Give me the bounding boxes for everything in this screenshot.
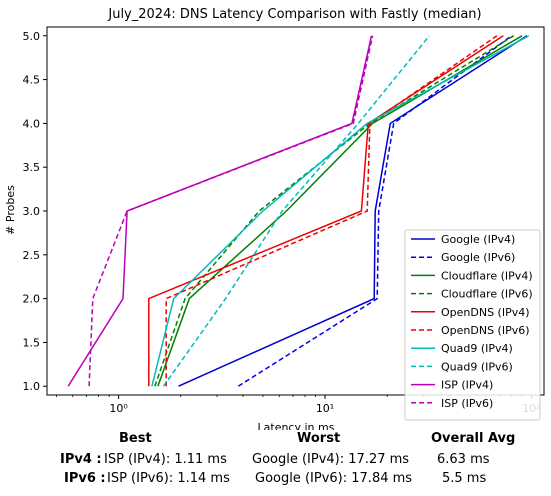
y-tick-label: 4.5 [23,74,41,87]
series-line [162,35,430,387]
overall-avg-header: Overall Avg [431,431,516,446]
series-line [67,35,373,387]
y-tick-label: 5.0 [23,30,41,43]
series-line [148,35,504,387]
best-header: Best [119,431,152,446]
y-tick-label: 1.5 [23,336,41,349]
x-tick-label: 10¹ [316,402,334,415]
series-line [237,35,512,387]
series-line [151,35,530,387]
y-tick-label: 1.0 [23,380,41,393]
legend-label: OpenDNS (IPv6) [441,324,530,337]
series-lines [67,35,530,387]
chart-legend: Google (IPv4) Google (IPv6) Cloudflare (IP… [404,229,541,421]
x-axis-label: Latency in ms [258,421,335,430]
ipv4-avg-value: 6.63 ms [437,452,490,467]
worst-header: Worst [297,431,341,446]
series-line [178,35,528,387]
plot-frame [46,26,545,396]
legend-label: OpenDNS (IPv4) [441,306,530,319]
ipv6-worst-value: Google (IPv6): 17.84 ms [255,471,413,486]
legend-label: Cloudflare (IPv6) [441,288,533,301]
y-axis-label: # Probes [4,185,17,235]
ipv6-avg-value: 5.5 ms [442,471,487,486]
legend-box [404,229,541,421]
series-line [154,35,515,387]
latency-chart: July_2024: DNS Latency Comparison with F… [4,7,545,430]
ipv4-row-label: IPv4 : [60,452,102,467]
legend-label: Google (IPv4) [441,233,515,246]
y-tick-label: 3.0 [23,205,41,218]
y-tick-label: 2.0 [23,293,41,306]
ipv6-best-value: ISP (IPv6): 1.14 ms [107,471,230,486]
ipv4-worst-value: Google (IPv4): 17.27 ms [252,452,410,467]
legend-label: Cloudflare (IPv4) [441,269,533,282]
y-tick-label: 4.0 [23,117,41,130]
y-tick-label: 3.5 [23,161,41,174]
legend-label: Google (IPv6) [441,251,515,264]
chart-title: July_2024: DNS Latency Comparison with F… [107,7,481,22]
y-tick-label: 2.5 [23,249,41,262]
legend-label: Quad9 (IPv4) [441,342,513,355]
ipv6-row-label: IPv6 : [64,471,106,486]
ipv4-best-value: ISP (IPv4): 1.11 ms [104,452,227,467]
x-tick-label: 10⁰ [109,402,128,415]
legend-label: Quad9 (IPv6) [441,360,513,373]
legend-label: ISP (IPv6) [441,397,493,410]
legend-label: ISP (IPv4) [441,379,493,392]
series-line [88,35,374,387]
